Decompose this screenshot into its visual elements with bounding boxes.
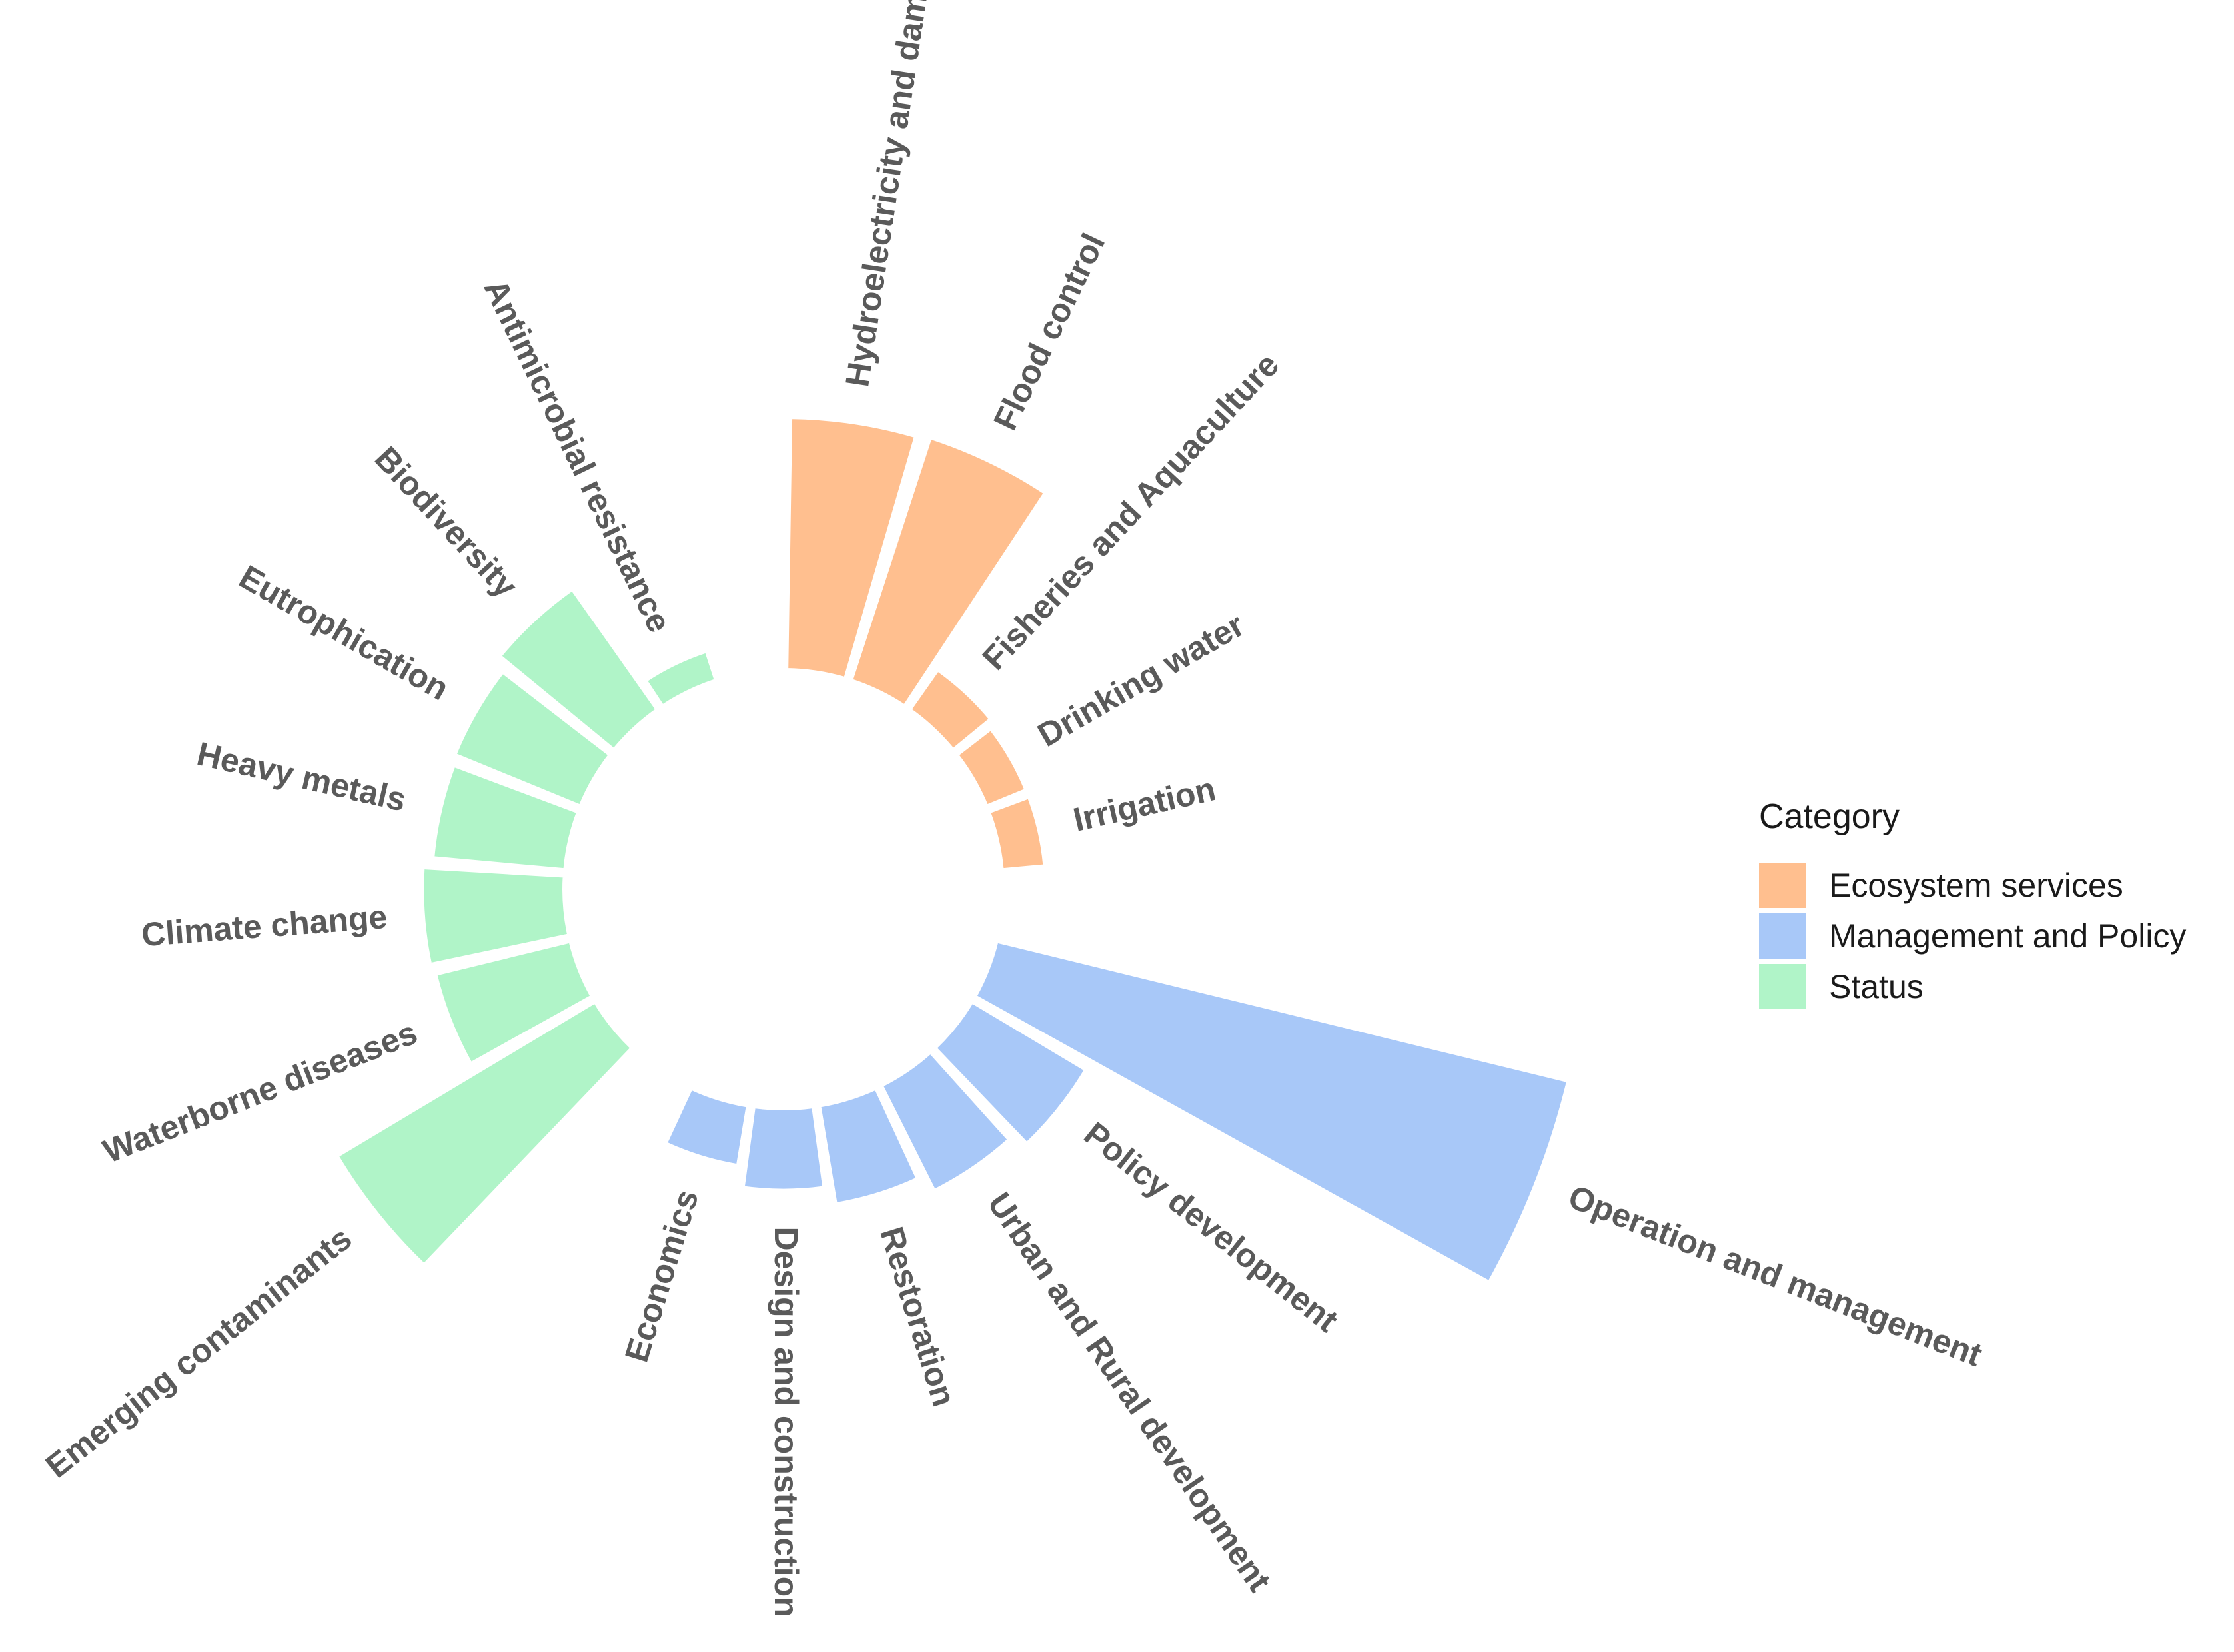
legend-label-ecosystem-services: Ecosystem services <box>1829 867 2123 904</box>
bar-label-irrigation: Irrigation <box>1070 770 1219 839</box>
bar-label-flood-control: Flood control <box>986 228 1112 436</box>
legend-label-management-and-policy: Management and Policy <box>1829 917 2186 955</box>
legend-swatch-ecosystem-services <box>1759 863 1806 908</box>
legend-label-status: Status <box>1829 968 1924 1005</box>
bar-hydroelectricity-and-dams <box>786 416 917 680</box>
legend-title: Category <box>1759 797 1900 836</box>
bar-urban-and-rural-development <box>880 1050 1011 1192</box>
bar-design-and-construction <box>742 1105 826 1192</box>
legend-swatch-management-and-policy <box>1759 913 1806 959</box>
bar-flood-control <box>849 436 1047 708</box>
bar-economics <box>664 1086 750 1167</box>
bar-biodiversity <box>498 588 659 752</box>
legend: Category Ecosystem services Management a… <box>1759 797 2186 1009</box>
bar-restoration <box>818 1086 919 1206</box>
bar-label-emerging-contaminants: Emerging contaminants <box>39 1220 358 1485</box>
bar-climate-change <box>421 866 570 966</box>
legend-swatch-status <box>1759 964 1806 1009</box>
bar-label-biodiversity: Biodiversity <box>368 440 525 605</box>
bar-antimicrobial-resistance <box>644 649 718 708</box>
bar-label-hydroelectricity-and-dams: Hydroelectricity and dams <box>838 0 937 389</box>
bar-policy-development <box>933 1000 1087 1146</box>
bar-operation-and-management <box>973 940 1570 1284</box>
bar-label-economics: Economics <box>618 1186 706 1366</box>
bar-eutrophication <box>453 670 612 808</box>
bar-label-operation-and-management: Operation and management <box>1564 1178 1987 1374</box>
bar-emerging-contaminants <box>335 1000 634 1267</box>
bar-heavy-metals <box>432 764 580 871</box>
bar-label-heavy-metals: Heavy metals <box>194 735 410 819</box>
bar-label-restoration: Restoration <box>873 1222 963 1410</box>
bar-label-climate-change: Climate change <box>140 898 388 953</box>
bar-waterborne-diseases <box>434 940 594 1065</box>
bar-irrigation <box>987 795 1046 871</box>
bar-drinking-water <box>955 727 1028 808</box>
bar-label-design-and-construction: Design and construction <box>768 1227 805 1617</box>
bar-label-drinking-water: Drinking water <box>1031 606 1251 754</box>
bars-group <box>335 416 1570 1284</box>
bar-fisheries-and-aquaculture <box>908 668 993 752</box>
bar-label-eutrophication: Eutrophication <box>233 558 456 707</box>
